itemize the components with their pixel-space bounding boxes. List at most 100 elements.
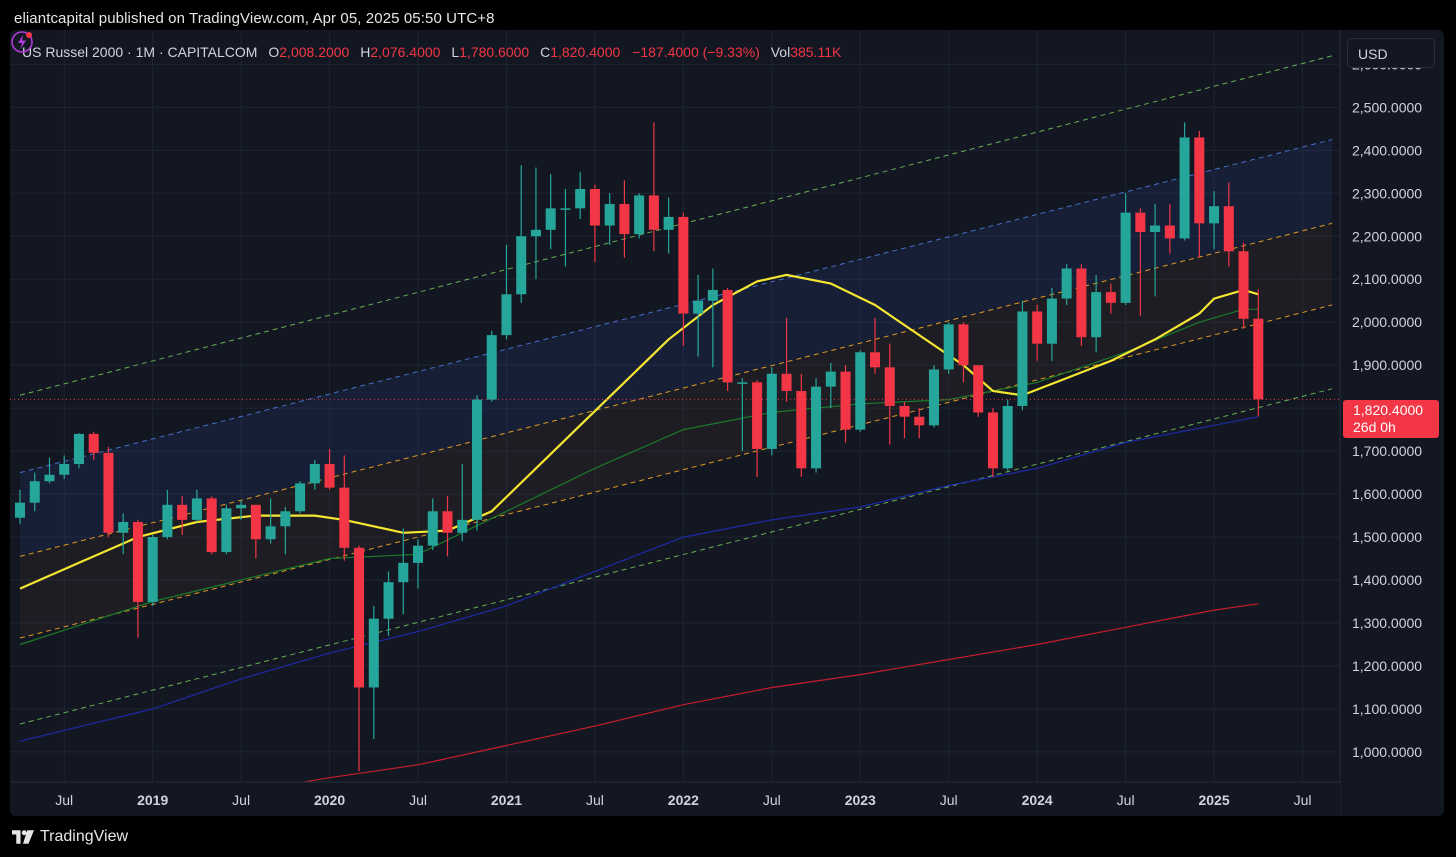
candle-body	[1164, 225, 1175, 239]
price-tick-label: 2,400.0000	[1352, 142, 1422, 158]
change-value: −187.4000 (−9.33%)	[632, 44, 760, 60]
time-tick-label: 2019	[137, 792, 168, 808]
candle-body	[147, 537, 158, 602]
time-tick-label: 2025	[1198, 792, 1229, 808]
candle-body	[442, 511, 453, 533]
candle-body	[619, 204, 630, 235]
candle-body	[354, 547, 365, 688]
candle-body	[339, 487, 350, 548]
time-tick-label: 2022	[668, 792, 699, 808]
chart-panel[interactable]: 2,600.00002,500.00002,400.00002,300.0000…	[10, 30, 1444, 816]
candle-body	[634, 195, 645, 235]
candle-body	[1135, 212, 1146, 232]
time-tick-label: 2021	[491, 792, 522, 808]
candle-body	[88, 433, 99, 453]
open-value: 2,008.2000	[279, 44, 350, 60]
candle-body	[1076, 268, 1087, 338]
candle-body	[501, 294, 512, 336]
candle-body	[825, 371, 836, 387]
price-tick-label: 1,200.0000	[1352, 658, 1422, 674]
footer-brand[interactable]: TradingView	[40, 828, 129, 845]
moving-average-line	[226, 603, 1259, 796]
currency-button[interactable]: USD	[1347, 38, 1435, 68]
close-label: C	[540, 44, 551, 60]
price-tick-label: 2,100.0000	[1352, 271, 1422, 287]
candle-body	[648, 195, 659, 230]
candle-body	[796, 390, 807, 469]
candle-body	[575, 188, 586, 209]
candle-body	[398, 562, 409, 583]
high-value: 2,076.4000	[370, 44, 441, 60]
candle-body	[1238, 251, 1249, 319]
candlestick-chart[interactable]: 2,600.00002,500.00002,400.00002,300.0000…	[10, 30, 1444, 816]
candle-body	[530, 229, 541, 237]
candle-body	[752, 382, 763, 449]
lightning-icon[interactable]	[10, 30, 34, 54]
candle-body	[427, 511, 438, 546]
price-tick-label: 1,100.0000	[1352, 701, 1422, 717]
candle-body	[44, 474, 55, 482]
candle-body	[987, 412, 998, 469]
candle-body	[383, 582, 394, 619]
candle-body	[693, 300, 704, 314]
candle-body	[1253, 318, 1264, 400]
candle-body	[678, 216, 689, 314]
candle-body	[206, 498, 217, 553]
candle-body	[14, 502, 26, 518]
candle-body	[811, 386, 822, 469]
high-label: H	[360, 44, 371, 60]
candle-body	[103, 452, 114, 533]
candle-body	[516, 236, 527, 295]
time-axis	[10, 782, 1340, 816]
candle-body	[471, 399, 483, 520]
moving-average-line	[19, 273, 1259, 590]
close-value: 1,820.4000	[550, 44, 621, 60]
candle-body	[118, 522, 129, 533]
time-tick-label: Jul	[940, 792, 958, 808]
price-tick-label: 1,000.0000	[1352, 744, 1422, 760]
time-tick-label: Jul	[1294, 792, 1312, 808]
open-label: O	[268, 44, 280, 60]
price-tick-label: 2,000.0000	[1352, 314, 1422, 330]
candle-body	[899, 406, 910, 417]
price-tick-label: 2,500.0000	[1352, 99, 1422, 115]
candle-body	[250, 504, 261, 540]
bar-countdown: 26d 0h	[1353, 419, 1396, 435]
candle-body	[1032, 311, 1043, 344]
candle-body	[1223, 206, 1234, 252]
candle-body	[1046, 298, 1057, 344]
candle-body	[324, 464, 335, 488]
volume-value: 385.11K	[790, 44, 842, 60]
candle-body	[1105, 292, 1116, 303]
candle-body	[884, 367, 895, 406]
channel-line	[19, 222, 1333, 557]
price-tick-label: 2,300.0000	[1352, 185, 1422, 201]
candle-body	[914, 416, 925, 426]
candle-body	[309, 464, 320, 484]
last-price-tag: 1,820.4000 26d 0h	[1343, 400, 1439, 438]
candle-body	[781, 373, 792, 391]
price-tick-label: 1,500.0000	[1352, 529, 1422, 545]
time-tick-label: Jul	[586, 792, 604, 808]
price-tick-label: 1,600.0000	[1352, 486, 1422, 502]
candle-body	[1150, 225, 1161, 232]
candle-body	[1091, 292, 1102, 338]
price-tick-label: 1,700.0000	[1352, 443, 1422, 459]
tradingview-logo-icon	[12, 830, 34, 844]
time-tick-label: 2024	[1022, 792, 1053, 808]
candle-body	[958, 324, 969, 366]
price-tick-label: 1,900.0000	[1352, 357, 1422, 373]
candle-body	[1061, 268, 1072, 299]
candle-body	[928, 369, 939, 426]
time-tick-label: 2023	[845, 792, 876, 808]
candle-body	[1002, 406, 1013, 469]
candle-body	[29, 481, 40, 503]
time-tick-label: Jul	[763, 792, 781, 808]
moving-average-line	[19, 416, 1259, 742]
candle-body	[368, 618, 379, 688]
time-tick-label: 2020	[314, 792, 345, 808]
symbol-label[interactable]: US Russel 2000 · 1M · CAPITALCOM	[22, 44, 258, 60]
candle-body	[59, 464, 70, 475]
candle-body	[236, 504, 247, 509]
candle-body	[1017, 311, 1028, 406]
